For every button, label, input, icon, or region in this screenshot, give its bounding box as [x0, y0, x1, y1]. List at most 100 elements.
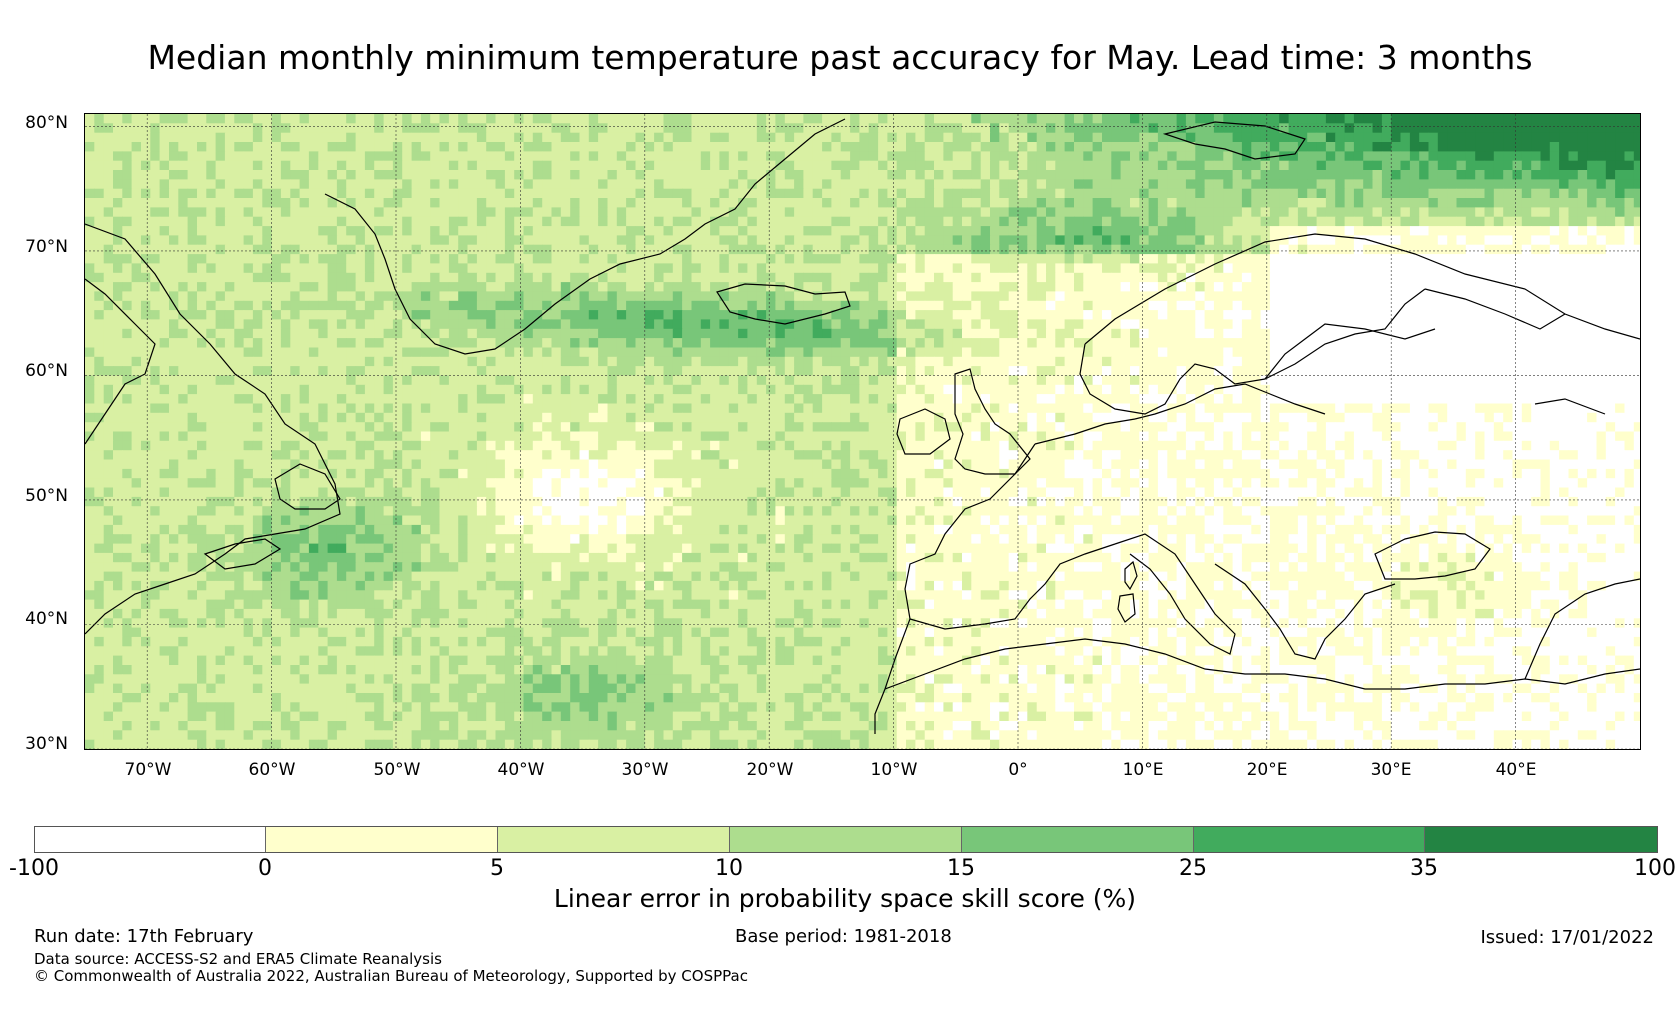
- skill-cell: [1493, 338, 1504, 348]
- skill-cell: [654, 216, 664, 227]
- skill-cell: [1111, 300, 1122, 311]
- skill-cell: [775, 198, 786, 208]
- skill-cell: [1176, 366, 1187, 376]
- skill-cell: [1074, 170, 1084, 180]
- skill-cell: [299, 244, 310, 255]
- skill-cell: [906, 263, 916, 274]
- skill-cell: [1577, 356, 1588, 367]
- skill-cell: [308, 272, 319, 283]
- skill-cell: [1381, 207, 1392, 218]
- skill-cell: [159, 356, 170, 367]
- skill-cell: [878, 132, 888, 143]
- skill-cell: [1148, 366, 1159, 376]
- skill-cell: [346, 226, 357, 236]
- skill-cell: [178, 356, 189, 367]
- skill-cell: [1055, 151, 1066, 162]
- skill-cell: [896, 160, 907, 171]
- skill-cell: [1503, 160, 1514, 171]
- skill-cell: [1344, 226, 1355, 236]
- skill-cell: [1167, 142, 1178, 152]
- skill-cell: [336, 142, 347, 152]
- skill-cell: [262, 328, 273, 339]
- skill-cell: [113, 160, 123, 171]
- skill-cell: [1605, 347, 1616, 358]
- skill-cell: [141, 384, 151, 395]
- skill-cell: [1204, 338, 1215, 348]
- skill-cell: [1587, 170, 1597, 180]
- skill-cell: [887, 207, 898, 218]
- skill-cell: [859, 207, 870, 218]
- skill-cell: [299, 347, 310, 358]
- skill-cell: [1055, 384, 1066, 395]
- skill-cell: [551, 142, 562, 152]
- skill-cell: [476, 338, 487, 348]
- skill-cell: [1027, 328, 1038, 339]
- skill-cell: [1465, 310, 1476, 320]
- skill-cell: [532, 300, 543, 311]
- skill-cell: [392, 151, 403, 162]
- skill-cell: [1307, 151, 1318, 162]
- skill-cell: [766, 300, 776, 311]
- skill-cell: [859, 226, 870, 236]
- skill-cell: [280, 188, 291, 199]
- skill-cell: [187, 310, 198, 320]
- skill-cell: [654, 282, 664, 292]
- skill-cell: [1130, 226, 1140, 236]
- skill-cell: [514, 263, 525, 274]
- skill-cell: [1130, 347, 1140, 358]
- skill-cell: [672, 207, 683, 218]
- skill-cell: [710, 160, 720, 171]
- skill-cell: [915, 142, 926, 152]
- skill-cell: [1531, 254, 1542, 264]
- skill-cell: [1400, 123, 1411, 134]
- skill-cell: [1288, 132, 1299, 143]
- skill-cell: [1568, 319, 1579, 330]
- skill-cell: [1092, 198, 1103, 208]
- skill-cell: [831, 347, 842, 358]
- skill-cell: [1409, 263, 1420, 274]
- skill-cell: [467, 254, 478, 264]
- skill-cell: [831, 338, 842, 348]
- skill-cell: [654, 179, 664, 190]
- skill-cell: [364, 347, 375, 358]
- skill-cell: [990, 244, 1000, 255]
- skill-cell: [663, 170, 674, 180]
- skill-cell: [943, 226, 954, 236]
- skill-cell: [1493, 272, 1504, 283]
- skill-cell: [1335, 356, 1346, 367]
- skill-cell: [318, 328, 329, 339]
- skill-cell: [141, 272, 151, 283]
- skill-cell: [682, 123, 692, 134]
- skill-cell: [579, 160, 590, 171]
- skill-cell: [915, 244, 926, 255]
- skill-cell: [1624, 254, 1635, 264]
- skill-cell: [1297, 282, 1308, 292]
- skill-cell: [1437, 263, 1448, 274]
- skill-cell: [710, 235, 720, 246]
- skill-cell: [1139, 188, 1150, 199]
- skill-cell: [1120, 375, 1131, 386]
- skill-cell: [122, 384, 133, 395]
- skill-cell: [476, 272, 487, 283]
- skill-cell: [588, 216, 599, 227]
- skill-cell: [1456, 132, 1467, 143]
- skill-cell: [672, 170, 683, 180]
- skill-cell: [224, 328, 235, 339]
- skill-cell: [169, 263, 179, 274]
- skill-cell: [392, 216, 403, 227]
- skill-cell: [280, 244, 291, 255]
- skill-cell: [187, 114, 198, 124]
- skill-cell: [1428, 142, 1439, 152]
- skill-cell: [570, 272, 581, 283]
- skill-cell: [1624, 300, 1635, 311]
- skill-cell: [271, 198, 282, 208]
- skill-cell: [1204, 254, 1215, 264]
- skill-cell: [355, 384, 366, 395]
- skill-cell: [1353, 291, 1364, 302]
- skill-cell: [878, 356, 888, 367]
- skill-cell: [374, 356, 385, 367]
- skill-cell: [1111, 291, 1122, 302]
- skill-cell: [308, 179, 319, 190]
- skill-cell: [616, 216, 627, 227]
- skill-cell: [1241, 114, 1252, 124]
